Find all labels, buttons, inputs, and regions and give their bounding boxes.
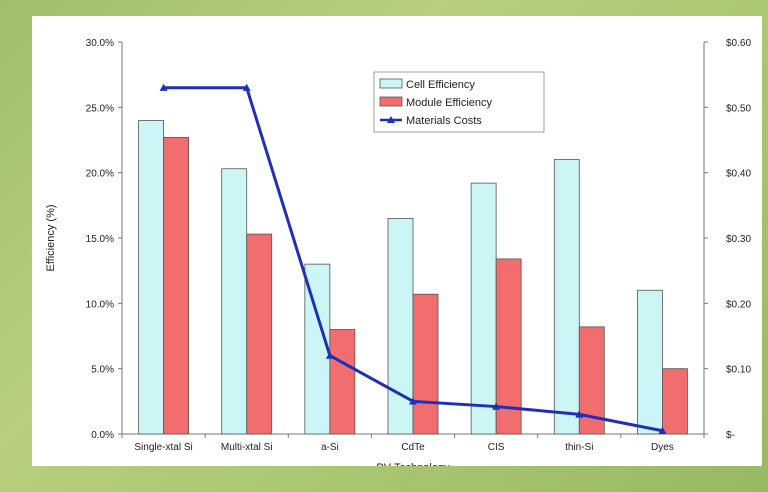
cell-efficiency-bar bbox=[637, 289, 663, 435]
materials-costs-point bbox=[575, 410, 584, 418]
y-tick-label: 0.0% bbox=[91, 430, 114, 441]
y-axis-title: Efficiency (%) bbox=[45, 204, 57, 271]
y-tick-label: 5.0% bbox=[91, 365, 114, 376]
y-tick-label: 15.0% bbox=[86, 234, 114, 245]
y-tick-label: 10.0% bbox=[86, 299, 114, 310]
materials-costs-point bbox=[325, 351, 334, 359]
y-tick-label: 25.0% bbox=[86, 103, 114, 114]
cell-efficiency-bar bbox=[138, 120, 164, 435]
x-tick-label: Single-xtal Si bbox=[134, 442, 192, 453]
x-tick-label: CdTe bbox=[401, 442, 425, 453]
materials-costs-point bbox=[492, 402, 501, 410]
module-efficiency-bar bbox=[163, 136, 189, 435]
legend-label: Module Efficiency bbox=[406, 97, 493, 109]
module-efficiency-bar bbox=[246, 233, 273, 435]
cell-efficiency-bar bbox=[387, 217, 414, 435]
legend-swatch-cell-efficiency bbox=[379, 78, 403, 89]
y-tick-label: 30.0% bbox=[86, 38, 114, 49]
cell-efficiency-bar bbox=[470, 182, 497, 435]
legend-label: Materials Costs bbox=[406, 115, 482, 127]
x-tick-label: thin-Si bbox=[565, 442, 593, 453]
module-efficiency-bar bbox=[329, 329, 356, 435]
cell-efficiency-bar bbox=[553, 159, 580, 435]
y2-tick-label: $0.10 bbox=[726, 365, 751, 376]
bars-layer bbox=[138, 120, 688, 435]
y2-tick-label: $0.60 bbox=[726, 38, 751, 49]
x-tick-label: CIS bbox=[488, 442, 505, 453]
cell-efficiency-bar bbox=[221, 168, 248, 435]
legend-swatch-module-efficiency bbox=[379, 96, 403, 107]
materials-costs-point bbox=[409, 397, 417, 405]
y-tick-label: 20.0% bbox=[86, 169, 114, 180]
chart: 0.0% 5.0% 10.0% 15.0% 20.0% 25.0% 30.0% $- $0.10… bbox=[45, 38, 751, 466]
legend: Cell Efficiency Module Efficiency Material… bbox=[373, 71, 545, 133]
line-layer bbox=[159, 83, 667, 434]
module-efficiency-bar bbox=[412, 293, 439, 435]
module-efficiency-bar bbox=[662, 368, 688, 435]
y2-tick-label: $0.40 bbox=[726, 169, 751, 180]
y2-tick-label: $0.50 bbox=[726, 103, 751, 114]
materials-costs-point bbox=[159, 83, 168, 91]
y2-tick-label: $- bbox=[726, 430, 735, 441]
module-efficiency-bar bbox=[495, 258, 522, 435]
legend-marker-materials-costs bbox=[387, 116, 395, 123]
y2-tick-label: $0.20 bbox=[726, 299, 751, 310]
x-tick-label: Dyes bbox=[651, 442, 674, 453]
chart-panel: 0.0% 5.0% 10.0% 15.0% 20.0% 25.0% 30.0% $- $0.10… bbox=[32, 16, 762, 466]
materials-costs-point bbox=[658, 426, 667, 434]
legend-label: Cell Efficiency bbox=[406, 79, 475, 91]
y2-tick-label: $0.30 bbox=[726, 234, 751, 245]
x-axis-title: PV Technology bbox=[376, 462, 450, 466]
x-tick-label: a-Si bbox=[321, 442, 339, 453]
materials-costs-point bbox=[242, 83, 251, 91]
x-tick-label: Multi-xtal Si bbox=[221, 442, 273, 453]
labels-layer: 0.0% 5.0% 10.0% 15.0% 20.0% 25.0% 30.0% $- $0.10… bbox=[45, 38, 751, 466]
